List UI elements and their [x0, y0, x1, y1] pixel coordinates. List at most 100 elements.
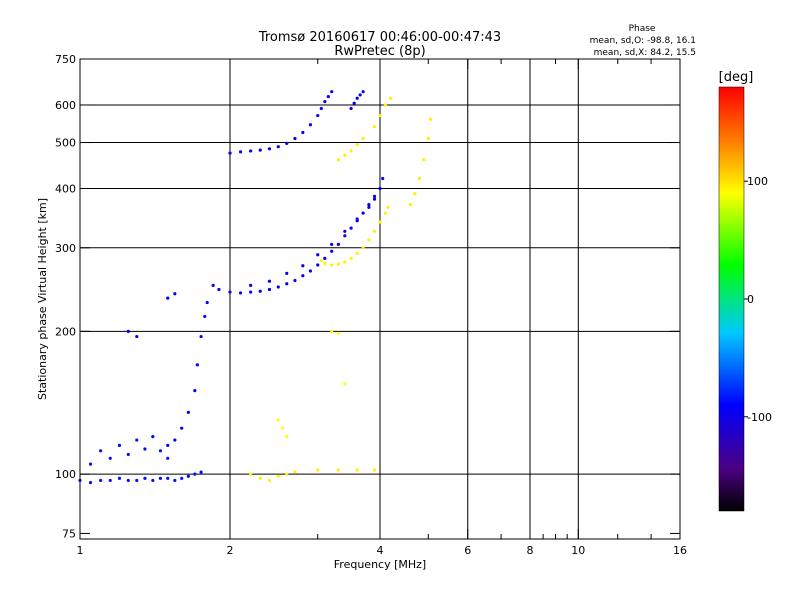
- data-point: [135, 334, 139, 339]
- data-point: [316, 253, 320, 257]
- data-point: [343, 260, 347, 264]
- data-point: [276, 145, 280, 149]
- data-point: [285, 282, 289, 286]
- data-point: [267, 287, 272, 292]
- data-point: [336, 262, 340, 266]
- data-point: [349, 226, 353, 230]
- data-point: [285, 141, 289, 145]
- y-axis-label: Stationary phase Virtual Height [km]: [36, 198, 49, 400]
- data-point: [186, 474, 190, 478]
- data-point: [308, 269, 313, 273]
- data-point: [301, 274, 305, 278]
- data-point: [193, 472, 197, 476]
- data-point: [349, 106, 353, 111]
- y-tick-label: 75: [62, 527, 76, 540]
- data-point: [249, 149, 253, 153]
- grid: [80, 59, 680, 539]
- data-point: [343, 234, 347, 238]
- data-point: [126, 478, 130, 483]
- data-point: [267, 478, 272, 483]
- data-point: [285, 434, 289, 439]
- data-point: [166, 443, 170, 447]
- data-point: [173, 438, 177, 442]
- data-point: [372, 229, 377, 233]
- data-point: [383, 211, 387, 215]
- data-point: [358, 93, 362, 97]
- data-point: [199, 334, 203, 339]
- x-axis-label: Frequency [MHz]: [334, 558, 426, 571]
- data-points: [78, 90, 433, 485]
- data-point: [228, 151, 232, 155]
- data-point: [108, 456, 112, 460]
- data-point: [173, 478, 177, 483]
- data-point: [372, 468, 377, 472]
- data-point: [323, 256, 327, 260]
- data-point: [158, 449, 163, 453]
- data-point: [372, 194, 377, 198]
- y-tick-label: 600: [55, 99, 76, 112]
- data-point: [88, 462, 93, 466]
- data-point: [195, 363, 199, 367]
- data-point: [316, 468, 320, 472]
- data-point: [108, 478, 112, 483]
- data-point: [166, 456, 170, 460]
- data-point: [293, 278, 297, 283]
- data-point: [158, 476, 163, 480]
- data-point: [372, 125, 377, 129]
- data-point: [386, 205, 390, 209]
- data-point: [228, 290, 232, 294]
- phase-o-mode: mean, sd,O: -98.8, 16.1: [590, 36, 696, 46]
- data-point: [117, 443, 122, 447]
- data-point: [199, 470, 203, 474]
- data-point: [238, 291, 243, 295]
- data-point: [343, 153, 347, 157]
- data-point: [355, 143, 359, 147]
- y-tick-label: 400: [55, 183, 76, 196]
- data-point: [249, 283, 253, 287]
- data-point: [388, 96, 393, 100]
- data-point: [378, 113, 382, 118]
- data-point: [336, 468, 340, 472]
- x-tick-label: 16: [673, 544, 687, 557]
- y-tick-label: 300: [55, 242, 76, 255]
- data-point: [381, 176, 385, 181]
- data-point: [352, 101, 356, 105]
- data-point: [323, 99, 327, 104]
- data-point: [143, 447, 147, 451]
- data-point: [166, 476, 170, 480]
- data-point: [330, 263, 334, 267]
- data-point: [336, 158, 340, 162]
- data-point: [361, 90, 365, 94]
- data-point: [378, 186, 382, 191]
- data-point: [267, 147, 272, 151]
- data-point: [238, 150, 243, 154]
- x-tick-label: 6: [464, 544, 471, 557]
- data-point: [267, 279, 272, 283]
- data-point: [355, 251, 359, 255]
- colorbar: [719, 87, 744, 511]
- data-point: [258, 289, 262, 293]
- data-point: [378, 220, 382, 224]
- data-point: [258, 476, 262, 480]
- y-tick-label: 500: [55, 137, 76, 150]
- chart-subtitle: RwPretec (8p): [334, 44, 425, 59]
- data-point: [417, 176, 422, 181]
- data-point: [316, 263, 320, 267]
- data-point: [372, 197, 377, 201]
- data-point: [117, 476, 122, 480]
- data-point: [151, 478, 155, 483]
- data-point: [211, 283, 215, 287]
- data-point: [293, 470, 297, 474]
- data-point: [180, 476, 184, 480]
- data-point: [408, 202, 412, 207]
- x-axis: 1 2 4 6 8 10 16: [77, 59, 687, 557]
- data-point: [217, 287, 221, 292]
- data-point: [249, 472, 253, 476]
- colorbar-ticks: 100 0 -100: [744, 175, 772, 424]
- data-point: [203, 314, 207, 319]
- data-point: [330, 329, 334, 333]
- data-point: [186, 410, 190, 414]
- data-point: [319, 106, 323, 111]
- x-tick-label: 10: [571, 544, 585, 557]
